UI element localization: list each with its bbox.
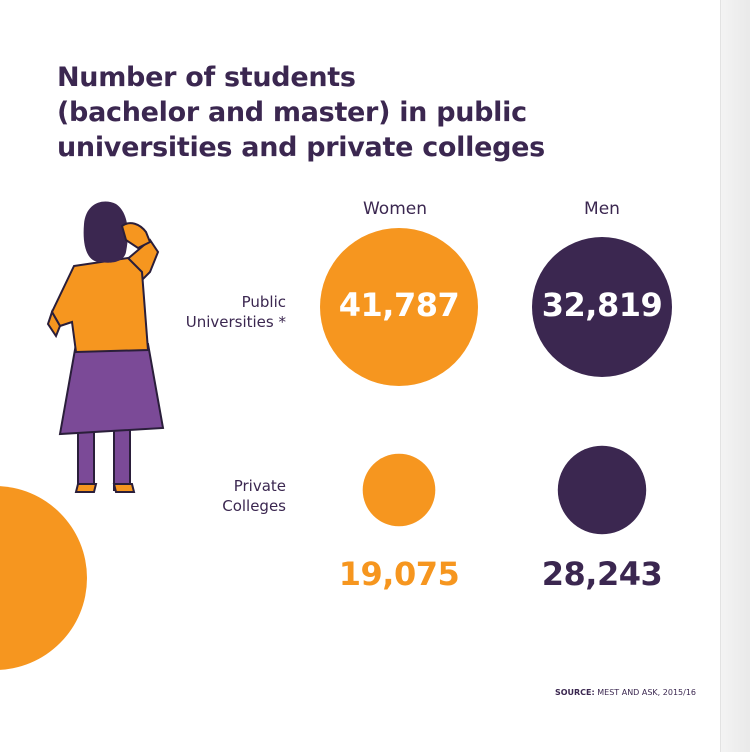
value-label-public-women: 41,787: [338, 286, 460, 324]
value-label-private-women: 19,075: [338, 555, 460, 593]
figure-hand-left: [46, 309, 62, 339]
value-label-public-men: 32,819: [541, 286, 663, 324]
value-label-private-men: 28,243: [541, 555, 663, 593]
chart-title-line: (bachelor and master) in public: [57, 97, 527, 128]
column-header-men: Men: [584, 199, 620, 219]
row-label-line: Public: [241, 293, 286, 311]
bubble-public-women: [320, 228, 478, 386]
source-label: SOURCE:: [554, 688, 595, 697]
bubble-public-men: [532, 237, 672, 377]
row-label-public-universities: Public Universities *: [106, 292, 286, 332]
chart-title-line: universities and private colleges: [57, 132, 545, 163]
page-edge: [720, 0, 750, 752]
row-label-line: Private: [233, 477, 286, 495]
figure-shoe-left: [74, 483, 98, 493]
bubble-private-men: [557, 445, 647, 535]
source-note: SOURCE: MEST AND ASK, 2015/16: [500, 688, 696, 697]
bubble-private-women: [362, 453, 436, 527]
column-header-women: Women: [362, 199, 427, 219]
figure-shoe-right: [112, 483, 136, 493]
decorative-circle: [0, 486, 87, 670]
figure-hair: [83, 201, 128, 263]
row-label-line: Colleges: [222, 497, 286, 515]
row-label-private-colleges: Private Colleges: [106, 476, 286, 516]
chart-title: Number of students (bachelor and master)…: [57, 60, 697, 165]
source-text: MEST AND ASK, 2015/16: [597, 688, 696, 697]
chart-title-line: Number of students: [57, 62, 356, 93]
row-label-line: Universities *: [185, 313, 286, 331]
figure-hand-head: [120, 222, 152, 250]
